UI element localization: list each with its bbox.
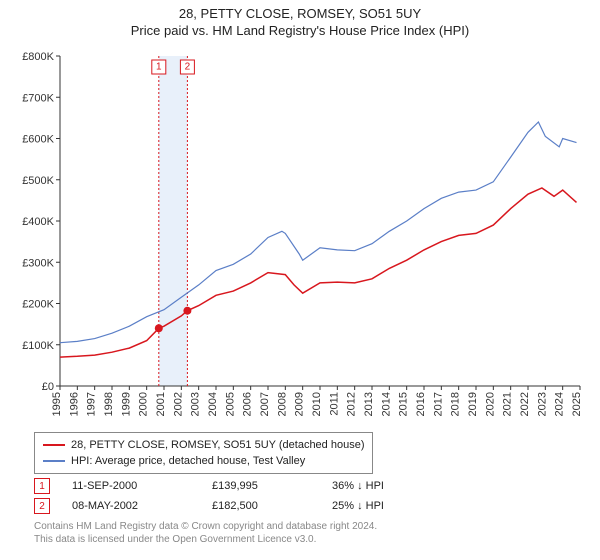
svg-text:2006: 2006: [242, 392, 254, 416]
svg-text:2007: 2007: [259, 392, 271, 416]
legend-row-property: 28, PETTY CLOSE, ROMSEY, SO51 5UY (detac…: [43, 437, 364, 453]
svg-text:2024: 2024: [554, 392, 566, 416]
svg-text:2012: 2012: [346, 392, 358, 416]
transaction-price: £139,995: [212, 480, 332, 492]
transaction-date: 11-SEP-2000: [72, 480, 212, 492]
svg-text:2: 2: [185, 62, 191, 73]
svg-text:2025: 2025: [571, 392, 583, 416]
svg-text:2021: 2021: [502, 392, 514, 416]
svg-text:£600K: £600K: [22, 134, 54, 146]
transaction-pct: 25% ↓ HPI: [332, 500, 452, 512]
svg-text:2023: 2023: [536, 392, 548, 416]
footer-line1: Contains HM Land Registry data © Crown c…: [34, 520, 377, 533]
transaction-row: 2 08-MAY-2002 £182,500 25% ↓ HPI: [34, 496, 564, 516]
transaction-table: 1 11-SEP-2000 £139,995 36% ↓ HPI 2 08-MA…: [34, 476, 564, 516]
svg-text:£400K: £400K: [22, 216, 54, 228]
svg-text:1996: 1996: [68, 392, 80, 416]
svg-text:2009: 2009: [294, 392, 306, 416]
svg-text:£700K: £700K: [22, 92, 54, 104]
svg-text:1999: 1999: [120, 392, 132, 416]
svg-text:2022: 2022: [519, 392, 531, 416]
svg-text:2008: 2008: [276, 392, 288, 416]
svg-text:2011: 2011: [328, 392, 340, 416]
footer: Contains HM Land Registry data © Crown c…: [34, 520, 377, 546]
svg-text:2000: 2000: [138, 392, 150, 416]
chart-area: £0 £100K £200K £300K £400K £500K £600K £700K £80…: [10, 48, 590, 428]
svg-text:£500K: £500K: [22, 175, 54, 187]
legend-swatch-hpi: [43, 460, 65, 462]
svg-text:2015: 2015: [398, 392, 410, 416]
legend-label-property: 28, PETTY CLOSE, ROMSEY, SO51 5UY (detac…: [71, 439, 364, 451]
line-chart: £0 £100K £200K £300K £400K £500K £600K £700K £80…: [10, 48, 590, 428]
chart-title-address: 28, PETTY CLOSE, ROMSEY, SO51 5UY: [0, 6, 600, 21]
svg-text:2010: 2010: [311, 392, 323, 416]
svg-text:£200K: £200K: [22, 299, 54, 311]
svg-text:1: 1: [156, 62, 162, 73]
svg-text:1995: 1995: [51, 392, 63, 416]
footer-line2: This data is licensed under the Open Gov…: [34, 533, 377, 546]
svg-text:2018: 2018: [450, 392, 462, 416]
svg-text:2016: 2016: [415, 392, 427, 416]
svg-text:£300K: £300K: [22, 257, 54, 269]
svg-text:2001: 2001: [155, 392, 167, 416]
transaction-pct: 36% ↓ HPI: [332, 480, 452, 492]
transaction-marker-1: 1: [34, 478, 50, 494]
transaction-row: 1 11-SEP-2000 £139,995 36% ↓ HPI: [34, 476, 564, 496]
svg-text:2020: 2020: [484, 392, 496, 416]
legend-row-hpi: HPI: Average price, detached house, Test…: [43, 453, 364, 469]
legend: 28, PETTY CLOSE, ROMSEY, SO51 5UY (detac…: [34, 432, 373, 474]
svg-text:£800K: £800K: [22, 51, 54, 63]
svg-text:1997: 1997: [86, 392, 98, 416]
transaction-marker-2: 2: [34, 498, 50, 514]
svg-text:2002: 2002: [172, 392, 184, 416]
svg-text:£0: £0: [42, 381, 54, 393]
transaction-date: 08-MAY-2002: [72, 500, 212, 512]
svg-text:2017: 2017: [432, 392, 444, 416]
svg-text:2019: 2019: [467, 392, 479, 416]
chart-title-subtitle: Price paid vs. HM Land Registry's House …: [0, 23, 600, 38]
legend-swatch-property: [43, 444, 65, 446]
svg-text:£100K: £100K: [22, 340, 54, 352]
svg-text:2014: 2014: [380, 392, 392, 416]
svg-text:2003: 2003: [190, 392, 202, 416]
title-block: 28, PETTY CLOSE, ROMSEY, SO51 5UY Price …: [0, 0, 600, 38]
legend-label-hpi: HPI: Average price, detached house, Test…: [71, 455, 305, 467]
svg-text:1998: 1998: [103, 392, 115, 416]
transaction-price: £182,500: [212, 500, 332, 512]
svg-text:2005: 2005: [224, 392, 236, 416]
svg-text:2013: 2013: [363, 392, 375, 416]
svg-text:2004: 2004: [207, 392, 219, 416]
